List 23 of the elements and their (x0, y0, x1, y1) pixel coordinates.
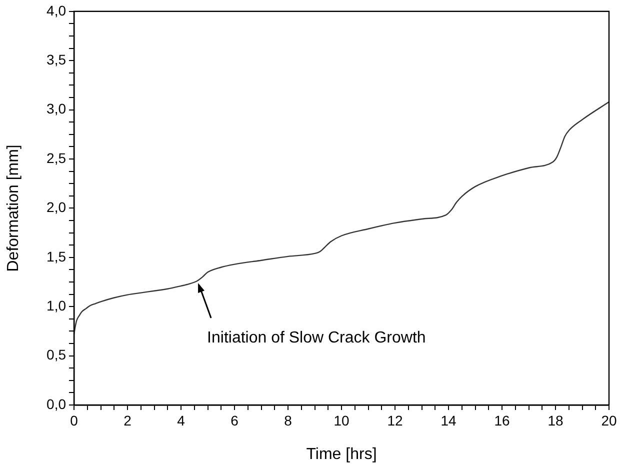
y-tick-label: 3,5 (46, 51, 66, 68)
y-tick-label: 1,5 (46, 248, 66, 264)
y-tick-label: 0,5 (46, 346, 66, 363)
x-tick-label: 20 (601, 412, 617, 428)
x-axis-title: Time [hrs] (306, 446, 377, 463)
y-axis-title: Deformation [mm] (5, 144, 22, 272)
x-tick-label: 14 (440, 412, 456, 428)
x-tick-label: 18 (548, 412, 564, 428)
y-tick-label: 0,0 (46, 396, 66, 412)
y-tick-label: 1,0 (46, 297, 66, 314)
x-tick-label: 2 (124, 412, 132, 428)
y-tick-label: 2,5 (46, 150, 66, 166)
y-tick-label: 4,0 (46, 2, 66, 18)
x-tick-label: 8 (284, 412, 292, 428)
x-tick-label: 10 (334, 412, 350, 428)
x-tick-label: 4 (177, 412, 186, 428)
y-tick-label: 2,0 (46, 199, 66, 216)
y-tick-label: 3,0 (46, 100, 66, 117)
annotation: Initiation of Slow Crack Growth (207, 329, 426, 346)
x-tick-label: 0 (70, 412, 78, 428)
x-tick-label: 12 (387, 412, 403, 428)
x-tick-label: 16 (494, 412, 510, 428)
x-tick-label: 6 (230, 412, 239, 428)
